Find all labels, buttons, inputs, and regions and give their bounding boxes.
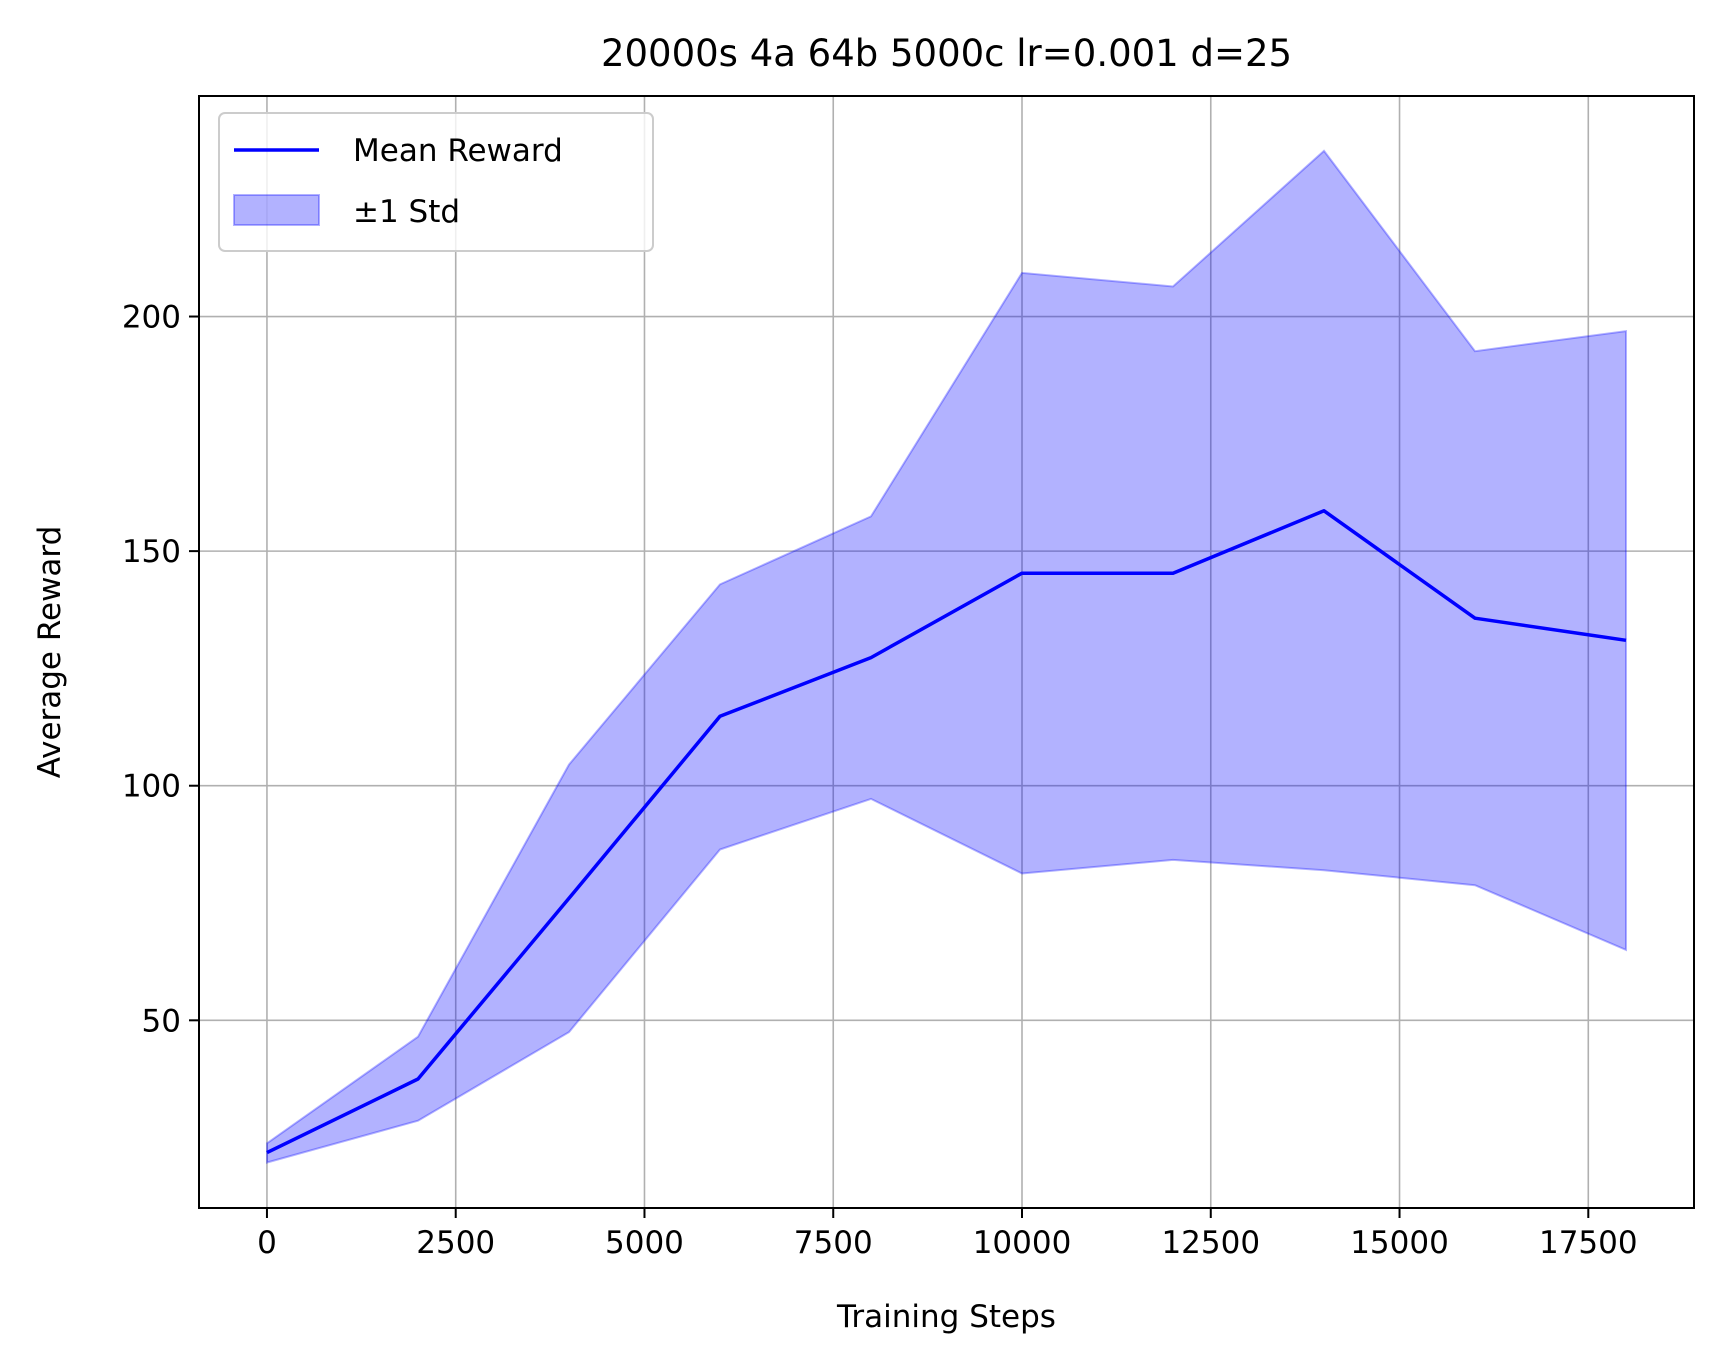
x-tick-label: 17500 <box>1539 1225 1638 1261</box>
y-tick-label: 150 <box>122 534 181 570</box>
legend-label-std-band: ±1 Std <box>353 194 460 230</box>
axis-ticks: 0 2500 5000 7500 10000 12500 15000 17500 50 100 15… <box>122 300 1638 1261</box>
y-axis-label: Average Reward <box>32 526 68 779</box>
x-tick-label: 2500 <box>416 1225 495 1261</box>
std-band-area <box>266 149 1627 1164</box>
x-axis-label: Training Steps <box>836 1299 1056 1335</box>
chart-title: 20000s 4a 64b 5000c lr=0.001 d=25 <box>601 32 1292 75</box>
grid-lines <box>199 96 1694 1208</box>
x-tick-label: 7500 <box>794 1225 873 1261</box>
x-tick-label: 10000 <box>973 1225 1072 1261</box>
x-tick-label: 12500 <box>1161 1225 1260 1261</box>
y-tick-label: 200 <box>122 300 181 336</box>
y-tick-label: 100 <box>122 769 181 805</box>
y-tick-label: 50 <box>142 1003 181 1039</box>
plot-frame <box>198 95 1695 1209</box>
mean-reward-line <box>266 509 1627 1155</box>
legend-box <box>218 112 654 252</box>
x-tick-label: 15000 <box>1350 1225 1449 1261</box>
legend: Mean Reward ±1 Std <box>218 112 654 252</box>
plot-data <box>266 149 1627 1164</box>
legend-swatch-std-band <box>233 194 320 226</box>
legend-label-mean-reward: Mean Reward <box>353 133 563 169</box>
x-tick-label: 0 <box>257 1225 277 1261</box>
x-tick-label: 5000 <box>605 1225 684 1261</box>
